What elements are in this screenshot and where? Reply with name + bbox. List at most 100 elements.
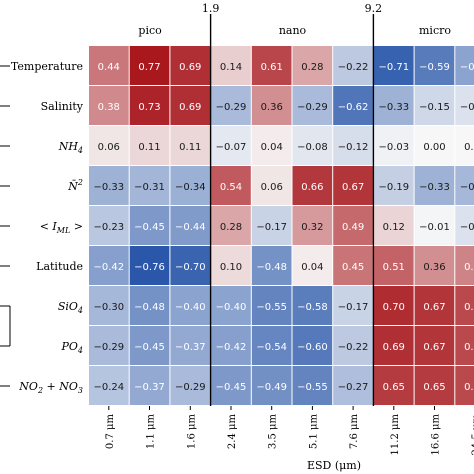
cell-value-label: 0.60 (464, 302, 474, 313)
cell-value-label: −0.49 (256, 382, 287, 393)
heatmap-cell (129, 126, 170, 165)
heatmap-cell (373, 286, 414, 325)
cell-value-label: 0.11 (138, 142, 160, 153)
heatmap-cell (89, 46, 129, 85)
heatmap-cell (251, 286, 292, 325)
heatmap-cell (251, 246, 292, 285)
cell-value-label: 0.04 (301, 262, 323, 273)
heatmap-cell (333, 166, 373, 205)
cell-value-label: 0.70 (383, 302, 405, 313)
cell-value-label: 0.14 (220, 62, 242, 73)
heatmap-cell (333, 46, 373, 85)
cell-value-label: −0.45 (134, 222, 165, 233)
heatmap-cell (129, 46, 170, 85)
heatmap-cell (333, 246, 373, 285)
heatmap-cell (292, 286, 333, 325)
cell-value-label: 0.73 (138, 102, 160, 113)
cell-value-label: 0.06 (98, 142, 120, 153)
cell-value-label: −0.01 (419, 222, 450, 233)
heatmap-cell (89, 286, 129, 325)
cell-value-label: 0.67 (342, 182, 364, 193)
heatmap-cell (251, 46, 292, 85)
row-label: Temperature (11, 60, 83, 73)
row-label: Latitude (36, 260, 83, 273)
cell-value-label: −0.33 (419, 182, 450, 193)
column-label: 5.1 μm (308, 413, 319, 449)
cell-value-label: −0.29 (93, 342, 124, 353)
cell-value-label: 0.69 (179, 62, 201, 73)
heatmap-cell (251, 86, 292, 125)
heatmap-cell (170, 326, 211, 365)
cell-value-label: −0.45 (216, 382, 247, 393)
heatmap-cell (170, 166, 211, 205)
heatmap-cell (129, 286, 170, 325)
heatmap-cell (455, 246, 474, 285)
cell-value-label: −0.76 (134, 262, 165, 273)
heatmap-cell (129, 326, 170, 365)
cell-value-label: −0.40 (460, 62, 474, 73)
column-label: 3.5 μm (268, 413, 279, 449)
cell-value-label: −0.37 (175, 342, 206, 353)
heatmap-cell (292, 326, 333, 365)
cell-value-label: −0.12 (338, 142, 369, 153)
cell-value-label: 0.11 (179, 142, 201, 153)
row-ticks (0, 65, 435, 410)
cell-value-label: 0.36 (423, 262, 445, 273)
cell-value-label: 0.04 (261, 142, 283, 153)
cell-value-label: −0.59 (419, 62, 450, 73)
cell-value-label: −0.07 (216, 142, 247, 153)
heatmap-cell (170, 246, 211, 285)
heatmap-cell (333, 126, 373, 165)
heatmap-cell (373, 366, 414, 405)
row-label: NO2 + NO3 (18, 380, 83, 395)
cell-value-label: −0.27 (338, 382, 369, 393)
heatmap-cell (292, 46, 333, 85)
column-label: 2.4 μm (227, 413, 238, 449)
heatmap-cell (251, 366, 292, 405)
heatmap-cell (251, 166, 292, 205)
column-label: 11.2 μm (390, 413, 401, 455)
cell-value-label: −0.58 (297, 302, 328, 313)
heatmap-cell (292, 366, 333, 405)
row-label: Salinity (41, 100, 84, 113)
cell-value-label: −0.08 (297, 142, 328, 153)
column-label: 24.5 μm (471, 413, 474, 455)
cell-value-label: −0.70 (175, 262, 206, 273)
cell-value-label: 0.00 (464, 142, 474, 153)
cell-value-label: −0.40 (175, 302, 206, 313)
heatmap-cell (455, 86, 474, 125)
cell-value-label: −0.22 (338, 62, 369, 73)
cell-value-label: −0.29 (297, 102, 328, 113)
cell-value-label: 0.66 (301, 182, 323, 193)
heatmap-cell (373, 126, 414, 165)
cell-value-label: −0.55 (297, 382, 328, 393)
cell-value-label: 0.65 (423, 382, 445, 393)
heatmap-cell (89, 126, 129, 165)
heatmap-cell (414, 246, 455, 285)
heatmap-cell (414, 366, 455, 405)
row-label: SiO4 (58, 300, 83, 315)
heatmap-cell (211, 126, 251, 165)
cell-value-label: −0.24 (93, 382, 124, 393)
heatmap-cell (211, 246, 251, 285)
group-label-pico: pico (138, 24, 162, 37)
heatmap-cell (170, 46, 211, 85)
cell-value-label: −0.71 (378, 62, 409, 73)
cell-value-label: 0.65 (383, 382, 405, 393)
row-label: N̄2 (67, 178, 83, 193)
cell-value-label: 0.49 (342, 222, 364, 233)
cell-value-label: 0.44 (98, 62, 120, 73)
heatmap-cell (129, 166, 170, 205)
cell-value-label: −0.55 (256, 302, 287, 313)
cell-value-label: −0.48 (134, 302, 165, 313)
heatmap-cell (292, 166, 333, 205)
heatmap-cell (170, 126, 211, 165)
cell-value-label: 0.54 (220, 182, 242, 193)
cell-value-label: −0.40 (216, 302, 247, 313)
group-boundary-label: 9.2 (365, 2, 383, 15)
heatmap-cell (414, 206, 455, 245)
heatmap-cell (129, 366, 170, 405)
cell-value-label: 0.12 (383, 222, 405, 233)
heatmap-cell (373, 46, 414, 85)
heatmap-cell (455, 326, 474, 365)
